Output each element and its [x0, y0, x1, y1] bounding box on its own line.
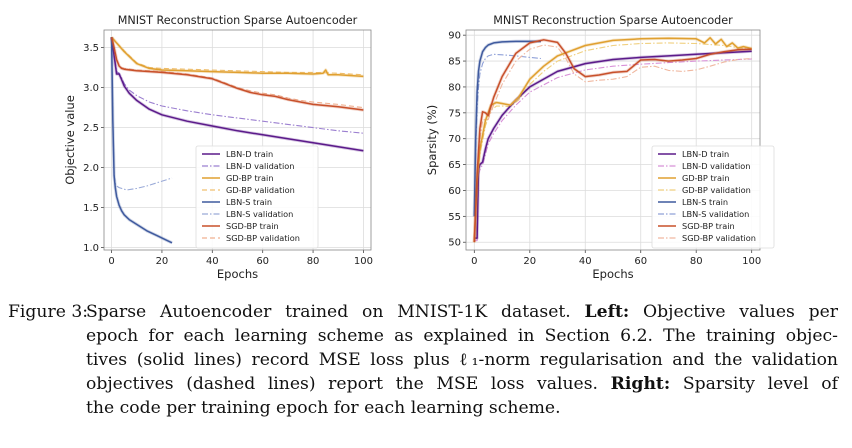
- x-axis-label: Epochs: [592, 267, 633, 281]
- plot-frame: [103, 29, 372, 251]
- y-tick-label: 2.5: [83, 123, 99, 134]
- series-line-sgd-bp-train: [110, 37, 364, 111]
- y-tick-label: 50: [448, 238, 461, 249]
- series-group: [472, 36, 753, 243]
- legend-label: LBN-D validation: [226, 161, 294, 171]
- chart-title: MNIST Reconstruction Sparse Autoencoder: [118, 14, 358, 27]
- caption-line: epoch for each learning scheme as explai…: [86, 324, 838, 348]
- y-tick-label: 55: [448, 212, 461, 223]
- legend-label: LBN-D train: [226, 149, 273, 159]
- y-tick-label: 75: [448, 108, 461, 119]
- caption-line: objectives (dashed lines) report the MSE…: [86, 372, 838, 396]
- x-axis-label: Epochs: [217, 267, 258, 281]
- caption-line: tives (solid lines) record MSE loss plus…: [86, 348, 838, 372]
- x-tick-label: 40: [579, 256, 592, 267]
- y-tick-label: 65: [448, 160, 461, 171]
- series-line-sgd-bp-validation: [473, 44, 752, 243]
- series-line-lbn-s-train: [473, 40, 541, 217]
- caption-segment: Sparsity level of: [670, 374, 838, 394]
- x-tick-label: 80: [307, 256, 320, 267]
- legend-label: SGD-BP validation: [226, 233, 300, 243]
- caption-bold-label: Right:: [610, 374, 671, 394]
- series-line-sgd-bp-train: [473, 39, 752, 243]
- legend-label: SGD-BP train: [226, 221, 279, 231]
- sparsity-chart: 0 20 40 60 80 100 50 55 60 65 70 75 80 85 90 MNIST Reco…: [425, 0, 852, 295]
- caption-bold-label: Left:: [584, 302, 630, 322]
- y-axis-label: Sparsity (%): [426, 105, 439, 175]
- objective-value-chart: 0 20 40 60 80 100 1.0 1.5 2.0 2.5 3.0 3.5 MNIST Reco…: [0, 0, 426, 295]
- y-tick-label: 1.0: [83, 243, 99, 254]
- caption-segment: Objective values per: [629, 302, 838, 322]
- legend-label: GD-BP validation: [682, 185, 751, 195]
- legend-label: LBN-S train: [226, 197, 272, 207]
- caption-segment: objectives (dashed lines) report the MSE…: [86, 374, 611, 394]
- series-line-gd-bp-train: [111, 36, 364, 78]
- legend-label: LBN-D train: [682, 149, 729, 159]
- legend-label: LBN-S validation: [226, 209, 293, 219]
- caption-segment: the code per training epoch for each lea…: [86, 398, 561, 418]
- legend-label: GD-BP validation: [226, 185, 295, 195]
- series-group: [110, 36, 364, 245]
- x-tick-label: 20: [156, 256, 169, 267]
- plot-frame: [465, 29, 761, 251]
- legend-box: [195, 145, 319, 249]
- y-tick-label: 3.0: [83, 83, 99, 94]
- x-tick-label: 100: [354, 256, 373, 267]
- sparsity-chart-svg: 0 20 40 60 80 100 50 55 60 65 70 75 80 85 90 MNIST Reco…: [425, 14, 775, 281]
- y-tick-label: 60: [448, 186, 461, 197]
- y-tick-label: 70: [448, 134, 461, 145]
- caption-segment: tives (solid lines) record MSE loss plus…: [86, 350, 838, 370]
- x-tick-label: 20: [523, 256, 536, 267]
- x-tick-label: 80: [690, 256, 703, 267]
- y-tick-label: 3.5: [83, 43, 99, 54]
- y-axis-label: Objective value: [63, 95, 77, 185]
- y-tick-label: 80: [448, 82, 461, 93]
- caption-segment: epoch for each learning scheme as explai…: [86, 326, 838, 346]
- series-line-lbn-d-train: [110, 37, 364, 152]
- y-tick-label: 90: [448, 31, 461, 42]
- caption-line: the code per training epoch for each lea…: [86, 396, 838, 420]
- figure-caption: Figure 3: Sparse Autoencoder trained on …: [0, 300, 852, 420]
- series-line-lbn-s-train: [110, 37, 173, 244]
- x-tick-label: 100: [742, 256, 761, 267]
- y-tick-label: 2.0: [83, 163, 99, 174]
- figure-label: Figure 3:: [8, 302, 89, 322]
- legend-label: GD-BP train: [226, 173, 274, 183]
- chart-title: MNIST Reconstruction Sparse Autoencoder: [493, 14, 733, 27]
- legend-label: LBN-D validation: [682, 161, 750, 171]
- legend-label: LBN-S train: [682, 197, 728, 207]
- series-line-lbn-d-validation: [474, 58, 752, 242]
- legend-label: LBN-S validation: [682, 209, 749, 219]
- y-tick-label: 85: [448, 57, 461, 68]
- x-tick-label: 60: [634, 256, 647, 267]
- legend-label: SGD-BP validation: [682, 233, 756, 243]
- x-tick-label: 0: [471, 256, 477, 267]
- x-tick-label: 40: [206, 256, 219, 267]
- legend-box: [651, 145, 775, 249]
- caption-segment: Sparse Autoencoder trained on MNIST-1K d…: [86, 302, 585, 322]
- caption-text: Sparse Autoencoder trained on MNIST-1K d…: [86, 300, 838, 420]
- legend-label: GD-BP train: [682, 173, 730, 183]
- series-line-lbn-d-validation: [111, 37, 364, 134]
- caption-line: Sparse Autoencoder trained on MNIST-1K d…: [86, 300, 838, 324]
- legend: LBN-D train LBN-D validation GD-BP train GD…: [195, 145, 319, 249]
- series-line-gd-bp-validation: [473, 42, 752, 243]
- x-tick-label: 60: [256, 256, 269, 267]
- objective-value-chart-svg: 0 20 40 60 80 100 1.0 1.5 2.0 2.5 3.0 3.5 MNIST Reco…: [63, 14, 373, 281]
- x-tick-label: 0: [108, 256, 114, 267]
- legend-label: SGD-BP train: [682, 221, 735, 231]
- y-tick-label: 1.5: [83, 203, 99, 214]
- legend: LBN-D train LBN-D validation GD-BP train GD…: [651, 145, 775, 249]
